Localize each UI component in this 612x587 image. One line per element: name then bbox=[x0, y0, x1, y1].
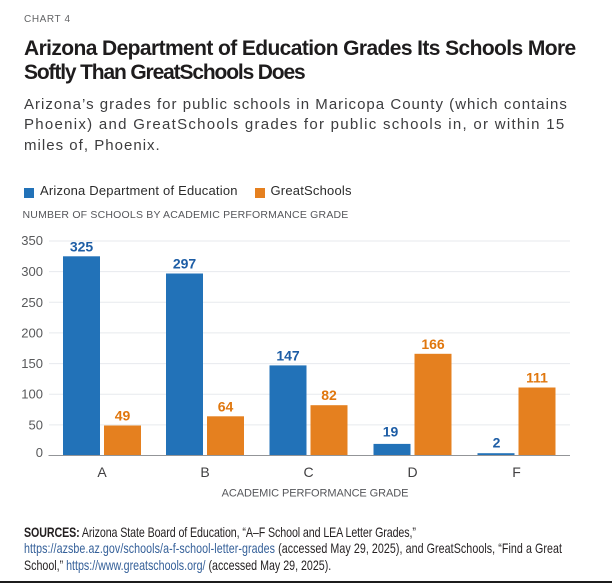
svg-text:150: 150 bbox=[21, 356, 43, 371]
svg-text:19: 19 bbox=[383, 424, 399, 440]
svg-text:2: 2 bbox=[493, 435, 501, 451]
svg-text:250: 250 bbox=[21, 295, 43, 310]
svg-text:100: 100 bbox=[21, 387, 43, 402]
svg-text:297: 297 bbox=[173, 256, 197, 272]
svg-text:0: 0 bbox=[36, 445, 43, 460]
svg-text:82: 82 bbox=[321, 387, 337, 403]
svg-text:111: 111 bbox=[526, 370, 548, 386]
svg-text:C: C bbox=[303, 464, 313, 480]
svg-text:166: 166 bbox=[421, 336, 445, 352]
svg-text:50: 50 bbox=[29, 417, 43, 432]
svg-text:A: A bbox=[97, 464, 107, 480]
svg-text:ACADEMIC PERFORMANCE GRADE: ACADEMIC PERFORMANCE GRADE bbox=[222, 488, 409, 500]
svg-text:F: F bbox=[512, 464, 521, 480]
svg-text:350: 350 bbox=[21, 233, 43, 248]
svg-text:D: D bbox=[407, 464, 417, 480]
svg-text:325: 325 bbox=[70, 238, 94, 254]
svg-text:300: 300 bbox=[21, 264, 43, 279]
svg-text:64: 64 bbox=[218, 398, 234, 414]
svg-text:B: B bbox=[200, 464, 209, 480]
svg-text:147: 147 bbox=[276, 347, 300, 363]
svg-text:49: 49 bbox=[115, 408, 131, 424]
svg-text:200: 200 bbox=[21, 325, 43, 340]
